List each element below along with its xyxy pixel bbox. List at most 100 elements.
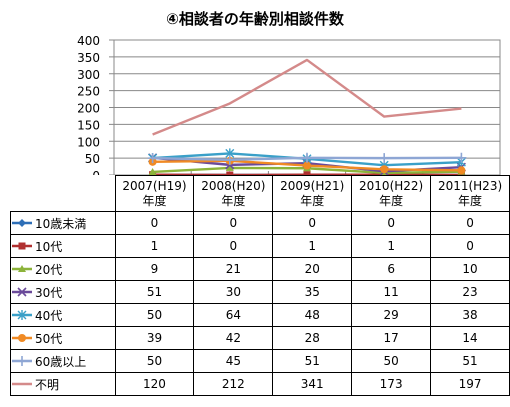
data-label: 20 — [272, 257, 353, 281]
x-tick-label-line: 2008(H20) — [201, 178, 266, 193]
y-tick-label: 300 — [77, 68, 100, 82]
legend-entry: 40代 — [10, 303, 116, 327]
x-tick-label: 2011(H23) 年度 — [430, 175, 510, 212]
legend-key — [12, 356, 32, 366]
table-header-row: 2007(H19) 年度 2008(H20) 年度 2009(H21) 年度 2010(H2… — [10, 175, 510, 212]
legend-key — [12, 219, 32, 227]
legend-label: 20代 — [35, 262, 63, 277]
data-point — [303, 161, 311, 170]
data-label: 1 — [114, 234, 195, 258]
data-label: 212 — [193, 372, 274, 396]
legend-entry-content: 60歳以上 — [11, 353, 115, 370]
legend-entry-content: 40代 — [11, 307, 115, 324]
table-row: 30代 51 30 35 11 23 — [10, 280, 510, 304]
y-tick-label: 0 — [92, 169, 100, 175]
legend-entry: 10代 — [10, 234, 116, 258]
legend-key — [12, 265, 32, 272]
data-label: 197 — [430, 372, 510, 396]
series-line-7 — [152, 58, 462, 136]
legend-label: 10代 — [35, 239, 63, 254]
data-label: 341 — [272, 372, 353, 396]
table-row: 10歳未満 0 0 0 0 0 — [10, 211, 510, 235]
data-point — [379, 153, 390, 164]
legend-label: 不明 — [35, 377, 60, 392]
table-row: 60歳以上 50 45 51 50 51 — [10, 349, 510, 373]
legend-entry-content: 20代 — [11, 261, 115, 278]
data-label: 1 — [272, 234, 353, 258]
data-table: 2007(H19) 年度 2008(H20) 年度 2009(H21) 年度 2010(H2… — [10, 175, 510, 396]
legend-entry: 60歳以上 — [10, 349, 116, 373]
data-point — [303, 171, 311, 175]
data-label: 50 — [351, 349, 432, 373]
x-tick-label-line: 年度 — [300, 193, 325, 208]
data-label: 0 — [430, 234, 510, 258]
data-label: 39 — [114, 326, 195, 350]
data-label: 28 — [272, 326, 353, 350]
x-tick-label: 2009(H21) 年度 — [272, 175, 353, 212]
x-tick-label-line: 年度 — [379, 193, 404, 208]
data-label: 29 — [351, 303, 432, 327]
legend-entry-content: 10歳未満 — [11, 215, 115, 232]
data-point — [380, 165, 389, 174]
data-label: 48 — [272, 303, 353, 327]
legend-entry-content: 50代 — [11, 330, 115, 347]
data-label: 51 — [272, 349, 353, 373]
legend-entry: 30代 — [10, 280, 116, 304]
table-row: 50代 39 42 28 17 14 — [10, 326, 510, 350]
data-point — [225, 163, 234, 171]
legend-key — [12, 310, 32, 320]
legend-label: 10歳未満 — [35, 216, 87, 231]
y-tick-label: 150 — [77, 118, 100, 132]
line-chart: 0 50 100 150 200 250 300 350 400 — [77, 34, 501, 175]
legend-entry: 不明 — [10, 372, 116, 396]
y-tick-label: 400 — [77, 34, 100, 48]
data-label: 173 — [351, 372, 432, 396]
legend-label: 30代 — [35, 285, 63, 300]
data-point — [147, 153, 158, 164]
data-label: 21 — [193, 257, 274, 281]
legend-key — [12, 334, 32, 342]
legend-entry: 10歳未満 — [10, 211, 116, 235]
y-tick-label: 200 — [77, 102, 100, 116]
legend-label: 50代 — [35, 331, 63, 346]
data-label: 0 — [193, 211, 274, 235]
data-label: 9 — [114, 257, 195, 281]
data-label: 0 — [193, 234, 274, 258]
y-tick-label: 100 — [77, 135, 100, 149]
legend-entry-content: 10代 — [11, 238, 115, 255]
data-label: 17 — [351, 326, 432, 350]
data-label: 50 — [114, 349, 195, 373]
data-label: 38 — [430, 303, 510, 327]
x-tick-label: 2008(H20) 年度 — [193, 175, 274, 212]
x-tick-label-line: 年度 — [458, 193, 483, 208]
table-row: 20代 9 21 20 6 10 — [10, 257, 510, 281]
data-point — [302, 152, 312, 163]
x-tick-label-line: 2007(H19) — [122, 178, 187, 193]
legend-entry-content: 30代 — [11, 284, 115, 301]
chart-title: ④相談者の年齢別相談件数 — [166, 10, 344, 28]
x-tick-label-line: 年度 — [142, 193, 167, 208]
data-point — [457, 166, 466, 175]
data-label: 6 — [351, 257, 432, 281]
table-row: 40代 50 64 48 29 38 — [10, 303, 510, 327]
data-label: 23 — [430, 280, 510, 304]
legend-key — [12, 287, 32, 297]
data-label: 0 — [272, 211, 353, 235]
data-label: 1 — [351, 234, 432, 258]
data-label: 35 — [272, 280, 353, 304]
data-label: 30 — [193, 280, 274, 304]
table-corner — [10, 175, 116, 212]
x-tick-label: 2007(H19) 年度 — [114, 175, 195, 212]
table-row: 10代 1 0 1 1 0 — [10, 234, 510, 258]
data-point — [456, 152, 467, 163]
data-point — [224, 154, 235, 165]
legend-entry: 50代 — [10, 326, 116, 350]
y-tick-label: 250 — [77, 85, 100, 99]
legend-key — [12, 382, 32, 386]
data-label: 64 — [193, 303, 274, 327]
x-tick-label: 2010(H22) 年度 — [351, 175, 432, 212]
data-label: 51 — [430, 349, 510, 373]
x-tick-label-line: 年度 — [221, 193, 246, 208]
x-tick-label-line: 2009(H21) — [280, 178, 345, 193]
data-label: 120 — [114, 372, 195, 396]
